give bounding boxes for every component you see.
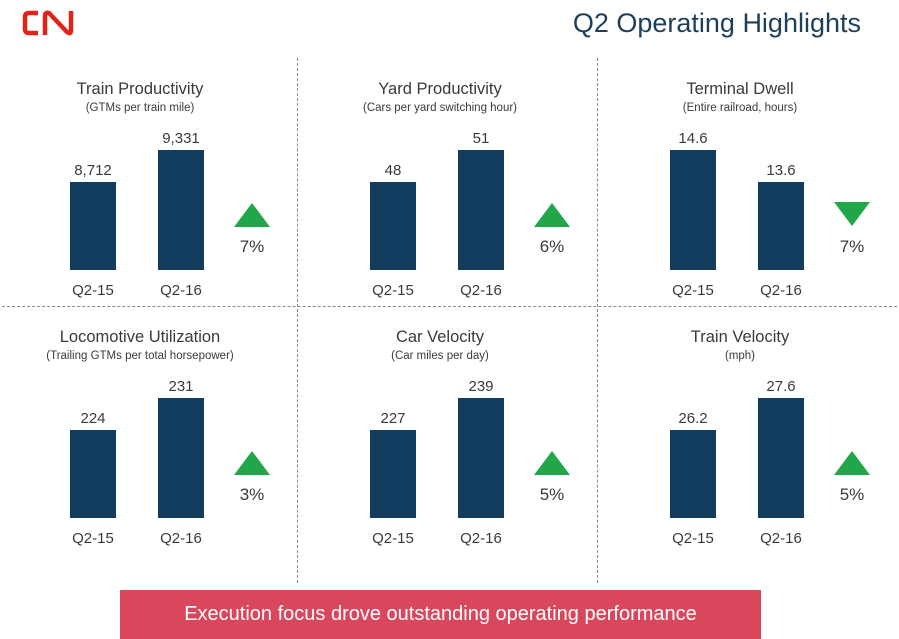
bar-q2-16 xyxy=(158,150,204,270)
panel-locomotive-utilization: Locomotive Utilization (Trailing GTMs pe… xyxy=(0,308,295,553)
value-label: 51 xyxy=(473,130,490,147)
value-label: 9,331 xyxy=(162,130,200,147)
change-percent: 5% xyxy=(540,485,565,504)
change-percent: 6% xyxy=(540,237,565,256)
chart-locomotive-utilization: 224 Q2-15 231 Q2-16 3% xyxy=(70,378,270,547)
value-label: 26.2 xyxy=(678,410,707,427)
chart-train-productivity: 8,712 Q2-15 9,331 Q2-16 7% xyxy=(70,130,270,299)
value-label: 239 xyxy=(468,378,493,395)
panel-train-productivity: Train Productivity (GTMs per train mile)… xyxy=(0,60,295,305)
arrow-up-icon xyxy=(534,203,570,227)
arrow-up-icon xyxy=(234,203,270,227)
change-percent: 7% xyxy=(240,237,265,256)
bar-q2-15 xyxy=(670,430,716,518)
value-label: 13.6 xyxy=(766,162,795,179)
panel-title: Car Velocity xyxy=(395,328,485,346)
value-label: 48 xyxy=(385,162,402,179)
change-percent: 7% xyxy=(840,237,865,256)
chart-yard-productivity: 48 Q2-15 51 Q2-16 6% xyxy=(370,130,570,299)
panel-subtitle: (Trailing GTMs per total horsepower) xyxy=(46,350,234,362)
category-label: Q2-16 xyxy=(160,282,202,299)
category-label: Q2-15 xyxy=(372,282,414,299)
panel-divider-vertical-2 xyxy=(597,58,598,583)
arrow-down-icon xyxy=(834,202,870,226)
value-label: 231 xyxy=(168,378,193,395)
bar-q2-16 xyxy=(758,182,804,270)
category-label: Q2-16 xyxy=(460,282,502,299)
category-label: Q2-15 xyxy=(372,530,414,547)
change-percent: 3% xyxy=(240,485,265,504)
value-label: 224 xyxy=(80,410,105,427)
panel-title: Locomotive Utilization xyxy=(59,328,221,346)
panel-title: Terminal Dwell xyxy=(686,80,794,98)
panel-title: Train Velocity xyxy=(690,328,790,346)
panel-terminal-dwell: Terminal Dwell (Entire railroad, hours) … xyxy=(600,60,895,305)
value-label: 14.6 xyxy=(678,130,707,147)
arrow-up-icon xyxy=(534,451,570,475)
bar-q2-16 xyxy=(458,150,504,270)
category-label: Q2-16 xyxy=(760,530,802,547)
bar-q2-16 xyxy=(458,398,504,518)
value-label: 8,712 xyxy=(74,162,112,179)
category-label: Q2-15 xyxy=(672,530,714,547)
bar-q2-15 xyxy=(70,430,116,518)
bar-q2-15 xyxy=(370,430,416,518)
bar-q2-16 xyxy=(158,398,204,518)
value-label: 27.6 xyxy=(766,378,795,395)
category-label: Q2-16 xyxy=(460,530,502,547)
category-label: Q2-16 xyxy=(160,530,202,547)
chart-car-velocity: 227 Q2-15 239 Q2-16 5% xyxy=(370,378,570,547)
panel-title: Train Productivity xyxy=(76,80,204,98)
chart-terminal-dwell: 14.6 Q2-15 13.6 Q2-16 7% xyxy=(670,130,870,299)
summary-banner-text: Execution focus drove outstanding operat… xyxy=(184,603,697,625)
page-title: Q2 Operating Highlights xyxy=(572,8,861,38)
panel-title: Yard Productivity xyxy=(378,80,502,98)
panel-divider-vertical-1 xyxy=(297,58,298,583)
summary-banner: Execution focus drove outstanding operat… xyxy=(120,590,761,639)
panel-subtitle: (Car miles per day) xyxy=(391,350,489,362)
category-label: Q2-15 xyxy=(72,282,114,299)
panel-subtitle: (GTMs per train mile) xyxy=(85,102,195,114)
bar-q2-15 xyxy=(70,182,116,270)
category-label: Q2-15 xyxy=(72,530,114,547)
panel-subtitle: (Entire railroad, hours) xyxy=(682,102,798,114)
value-label: 227 xyxy=(380,410,405,427)
panel-subtitle: (mph) xyxy=(724,350,756,362)
panel-train-velocity: Train Velocity (mph) 26.2 Q2-15 27.6 Q2-16 5… xyxy=(600,308,895,553)
arrow-up-icon xyxy=(834,451,870,475)
category-label: Q2-16 xyxy=(760,282,802,299)
panel-subtitle: (Cars per yard switching hour) xyxy=(362,102,518,114)
category-label: Q2-15 xyxy=(672,282,714,299)
arrow-up-icon xyxy=(234,451,270,475)
bar-q2-15 xyxy=(670,150,716,270)
bar-q2-15 xyxy=(370,182,416,270)
cn-logo xyxy=(22,10,74,36)
change-percent: 5% xyxy=(840,485,865,504)
panel-yard-productivity: Yard Productivity (Cars per yard switchi… xyxy=(300,60,595,305)
bar-q2-16 xyxy=(758,398,804,518)
panel-divider-horizontal xyxy=(2,306,897,307)
chart-train-velocity: 26.2 Q2-15 27.6 Q2-16 5% xyxy=(670,378,870,547)
panel-car-velocity: Car Velocity (Car miles per day) 227 Q2-1… xyxy=(300,308,595,553)
